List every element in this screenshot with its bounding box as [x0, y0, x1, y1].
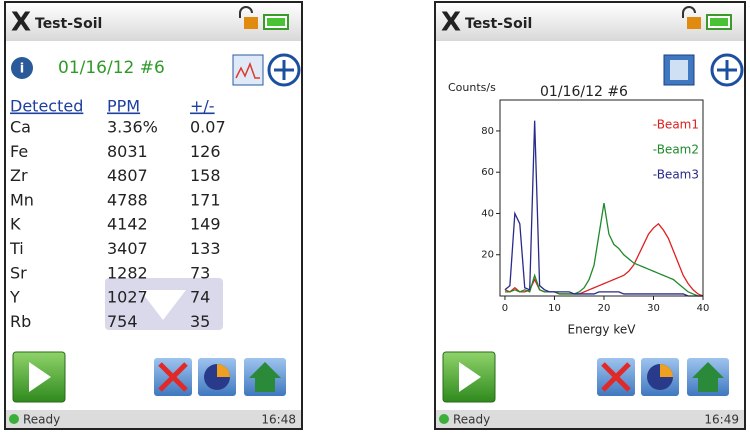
table-cell: 4788 [107, 190, 148, 209]
table-cell: K [10, 215, 21, 234]
y-tick-label: 40 [481, 208, 494, 219]
table-cell: 3407 [107, 239, 148, 258]
battery-level [267, 18, 285, 26]
info-i: i [20, 62, 24, 77]
table-cell: 133 [190, 239, 221, 258]
table-cell: 1282 [107, 263, 148, 282]
table-cell: 149 [190, 215, 221, 234]
status-dot [439, 414, 449, 424]
chart-title: 01/16/12 #6 [540, 84, 628, 100]
table-cell: 4807 [107, 166, 148, 185]
legend-entry: -Beam3 [653, 168, 699, 182]
table-cell: 1027 [107, 288, 148, 307]
column-header: +/- [190, 97, 215, 116]
clock: 16:48 [261, 413, 296, 427]
x-axis-label: Energy keV [568, 323, 637, 337]
x-tick-label: 40 [697, 303, 710, 314]
table-cell: 74 [190, 288, 210, 307]
page: {"screens": [ {"title": "Test-Soil", "in… [0, 0, 750, 431]
column-header: PPM [107, 97, 140, 116]
x-tick-label: 20 [598, 303, 611, 314]
table-cell: Mn [10, 190, 34, 209]
x-tick-label: 0 [502, 303, 508, 314]
table-cell: Y [9, 288, 20, 307]
table-cell: Rb [10, 312, 31, 331]
table-cell: 35 [190, 312, 210, 331]
y-tick-label: 20 [481, 250, 494, 261]
legend-entry: -Beam2 [653, 143, 699, 157]
legend-entry: -Beam1 [653, 118, 699, 132]
y-tick-label: 80 [481, 126, 494, 137]
x-tick-label: 30 [647, 303, 660, 314]
app-title: Test-Soil [465, 16, 532, 32]
table-cell: 8031 [107, 142, 148, 161]
status-text: Ready [453, 413, 490, 427]
status-dot [9, 414, 19, 424]
x-tick-label: 10 [548, 303, 561, 314]
table-cell: Fe [10, 142, 28, 161]
table-cell: 73 [190, 263, 210, 282]
y-tick-label: 60 [481, 167, 494, 178]
app-title: Test-Soil [35, 16, 102, 32]
table-cell: 4142 [107, 215, 148, 234]
app-logo: X [441, 8, 461, 38]
table-icon [670, 60, 688, 80]
app-logo: X [11, 8, 31, 38]
table-cell: Ti [9, 239, 24, 258]
table-cell: 158 [190, 166, 221, 185]
table-cell: 3.36% [107, 118, 158, 137]
battery-level [710, 18, 728, 26]
table-cell: 0.07 [190, 118, 226, 137]
table-cell: Sr [10, 263, 27, 282]
lock-icon [687, 17, 701, 29]
sample-info: 01/16/12 #6 [58, 58, 165, 78]
table-cell: Ca [10, 118, 31, 137]
status-text: Ready [23, 413, 60, 427]
screenshot: XTest-SoilReady16:48i01/16/12 #6Detected… [0, 0, 750, 431]
clock: 16:49 [704, 413, 739, 427]
table-cell: Zr [10, 166, 28, 185]
table-cell: 126 [190, 142, 221, 161]
table-cell: 171 [190, 190, 221, 209]
y-axis-label: Counts/s [448, 81, 496, 94]
column-header: Detected [10, 97, 83, 116]
table-cell: 754 [107, 312, 138, 331]
lock-icon [244, 17, 258, 29]
